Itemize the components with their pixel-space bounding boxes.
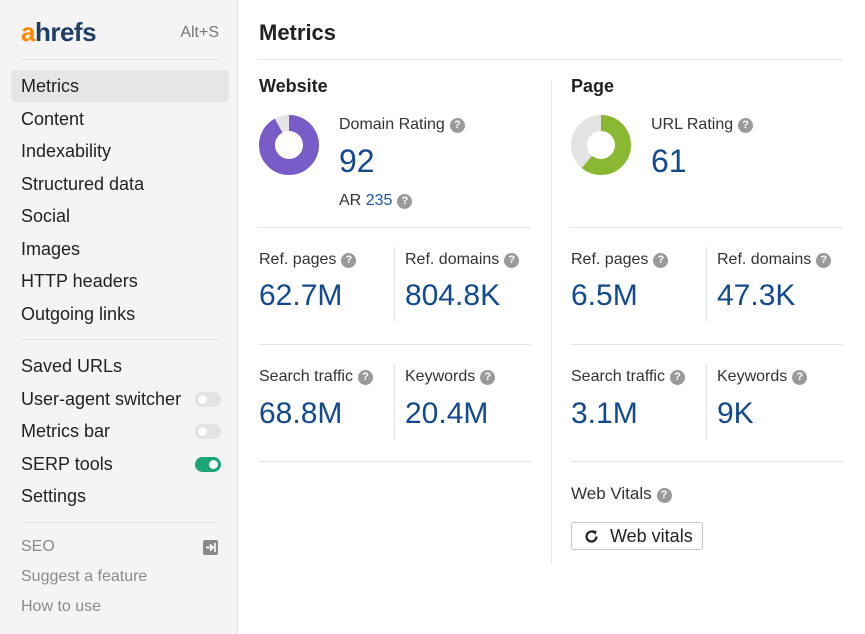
keyboard-shortcut: Alt+S (180, 24, 219, 41)
website-search-traffic-value[interactable]: 68.8M (259, 397, 343, 430)
divider (706, 364, 707, 440)
url-rating-donut (571, 115, 631, 175)
sidebar-item-label: SERP tools (21, 454, 113, 474)
sidebar-item-label: User-agent switcher (21, 389, 182, 409)
sidebar-item-indexability[interactable]: Indexability (21, 141, 112, 161)
user-agent-switcher-toggle[interactable] (195, 392, 221, 407)
logo-row: ahrefs Alt+S (21, 18, 219, 46)
website-ref-pages-label: Ref. pages? (259, 251, 357, 269)
help-icon[interactable]: ? (341, 253, 357, 268)
refresh-icon (585, 530, 598, 543)
domain-rating-value: 92 (339, 143, 375, 179)
divider (259, 344, 531, 345)
help-icon[interactable]: ? (653, 253, 669, 268)
divider (394, 247, 395, 323)
sidebar-item-structured-data[interactable]: Structured data (21, 174, 145, 194)
url-rating-value: 61 (651, 143, 687, 179)
ahrefs-rank-value[interactable]: 235 (365, 192, 393, 209)
website-search-traffic-label: Search traffic? (259, 368, 373, 386)
page-search-traffic-value[interactable]: 3.1M (571, 397, 638, 430)
website-keywords-value[interactable]: 20.4M (405, 397, 489, 430)
page-ref-domains-label: Ref. domains? (717, 251, 832, 269)
website-keywords-label: Keywords? (405, 368, 496, 386)
divider (259, 227, 531, 228)
website-ref-domains-value[interactable]: 804.8K (405, 279, 501, 312)
divider (571, 461, 843, 462)
sidebar-item-label: Metrics bar (21, 421, 111, 441)
url-rating-label: URL Rating? (651, 116, 754, 134)
help-icon[interactable]: ? (669, 370, 685, 385)
export-icon[interactable] (203, 540, 218, 555)
help-icon[interactable]: ? (738, 118, 754, 133)
help-icon[interactable]: ? (480, 370, 496, 385)
how-to-use-link[interactable]: How to use (21, 598, 102, 615)
divider (706, 247, 707, 323)
help-icon[interactable]: ? (449, 118, 465, 133)
main-panel: Metrics Website Domain Rating? 92 AR 235… (238, 0, 865, 634)
divider (571, 227, 843, 228)
divider (21, 339, 217, 340)
help-icon[interactable]: ? (357, 370, 373, 385)
divider (259, 59, 843, 60)
page-ref-pages-label: Ref. pages? (571, 251, 669, 269)
domain-rating-donut (259, 115, 319, 175)
page-search-traffic-label: Search traffic? (571, 368, 685, 386)
page-keywords-label: Keywords? (717, 368, 808, 386)
page-ref-domains-value[interactable]: 47.3K (717, 279, 796, 312)
ahrefs-rank: AR 235? (339, 192, 413, 210)
help-icon[interactable]: ? (656, 488, 672, 503)
page-ref-pages-value[interactable]: 6.5M (571, 279, 638, 312)
web-vitals-button-label: Web vitals (610, 526, 693, 546)
help-icon[interactable]: ? (397, 194, 413, 209)
sidebar-item-outgoing-links[interactable]: Outgoing links (21, 304, 136, 324)
help-icon[interactable]: ? (504, 253, 520, 268)
sidebar-item-serp-tools[interactable]: SERP tools (11, 448, 229, 480)
divider (571, 344, 843, 345)
sidebar-item-saved-urls[interactable]: Saved URLs (21, 356, 123, 376)
sidebar-item-metrics-bar[interactable]: Metrics bar (11, 415, 229, 447)
sidebar-item-social[interactable]: Social (21, 206, 71, 226)
sidebar: ahrefs Alt+S Metrics Content Indexabilit… (0, 0, 238, 634)
serp-tools-toggle[interactable] (195, 457, 221, 472)
metrics-bar-toggle[interactable] (195, 424, 221, 439)
column-divider (551, 80, 552, 565)
sidebar-item-images[interactable]: Images (21, 239, 81, 259)
divider (259, 461, 531, 462)
page-heading: Page (571, 76, 615, 96)
divider (394, 364, 395, 440)
page-keywords-value[interactable]: 9K (717, 397, 754, 430)
sidebar-item-user-agent-switcher[interactable]: User-agent switcher (11, 383, 229, 415)
footer-seo-link[interactable]: SEO (21, 538, 55, 555)
help-icon[interactable]: ? (792, 370, 808, 385)
website-ref-domains-label: Ref. domains? (405, 251, 520, 269)
web-vitals-label: Web Vitals? (571, 484, 672, 504)
sidebar-item-metrics[interactable]: Metrics (11, 70, 229, 102)
web-vitals-button[interactable]: Web vitals (571, 522, 703, 550)
website-ref-pages-value[interactable]: 62.7M (259, 279, 343, 312)
page-title: Metrics (259, 20, 337, 45)
sidebar-item-http-headers[interactable]: HTTP headers (21, 271, 138, 291)
sidebar-item-settings[interactable]: Settings (21, 486, 87, 506)
divider (21, 59, 217, 60)
suggest-feature-link[interactable]: Suggest a feature (21, 568, 148, 585)
ahrefs-logo: ahrefs (21, 17, 97, 47)
domain-rating-label: Domain Rating? (339, 116, 465, 134)
sidebar-item-content[interactable]: Content (21, 109, 85, 129)
help-icon[interactable]: ? (816, 253, 832, 268)
divider (21, 522, 217, 523)
website-heading: Website (259, 76, 328, 96)
